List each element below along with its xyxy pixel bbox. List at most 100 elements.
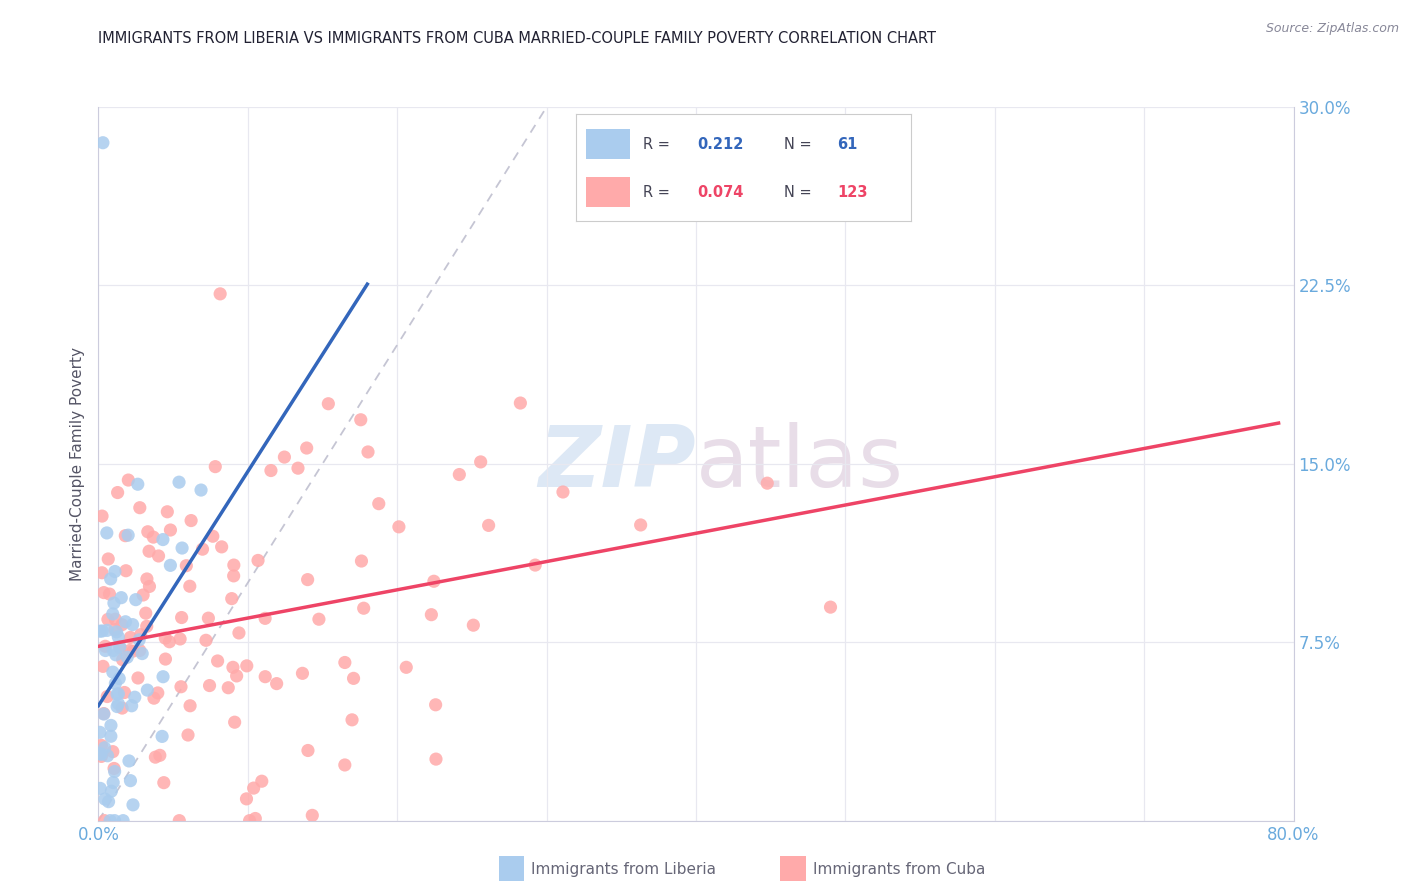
Point bbox=[104, 676, 127, 690]
Point bbox=[96, 624, 118, 638]
Point bbox=[297, 573, 319, 587]
Point bbox=[101, 775, 124, 789]
Point bbox=[388, 520, 411, 534]
Point bbox=[114, 685, 136, 699]
Point bbox=[217, 681, 239, 695]
Point bbox=[121, 698, 143, 713]
Point bbox=[94, 640, 117, 654]
Point bbox=[93, 585, 115, 599]
Point bbox=[94, 643, 117, 657]
Point bbox=[478, 518, 501, 533]
Point bbox=[105, 687, 128, 701]
Point bbox=[551, 485, 574, 500]
Point bbox=[254, 670, 277, 684]
Point bbox=[297, 743, 319, 757]
Point bbox=[172, 541, 194, 555]
Point bbox=[90, 749, 112, 764]
Point bbox=[97, 552, 120, 566]
Point bbox=[222, 569, 245, 583]
Point bbox=[136, 683, 159, 698]
Point bbox=[342, 671, 364, 685]
Point bbox=[273, 450, 295, 464]
Point bbox=[236, 658, 259, 673]
Point bbox=[169, 632, 191, 646]
Point bbox=[103, 596, 125, 610]
Point bbox=[104, 623, 127, 637]
Point bbox=[105, 624, 128, 639]
Text: atlas: atlas bbox=[696, 422, 904, 506]
Point bbox=[121, 617, 143, 632]
Point bbox=[122, 644, 145, 658]
Point bbox=[90, 739, 112, 753]
Point bbox=[122, 797, 145, 812]
Point bbox=[209, 286, 232, 301]
Point bbox=[254, 611, 277, 625]
Point bbox=[129, 627, 152, 641]
Point bbox=[222, 558, 245, 572]
Point bbox=[89, 781, 111, 796]
Point bbox=[287, 461, 309, 475]
Point bbox=[247, 553, 270, 567]
Point bbox=[291, 666, 314, 681]
Point bbox=[96, 525, 118, 540]
Point bbox=[145, 750, 167, 764]
Point bbox=[107, 697, 129, 711]
Point bbox=[104, 648, 127, 662]
Point bbox=[108, 640, 131, 654]
Point bbox=[101, 665, 124, 680]
Point bbox=[89, 725, 111, 739]
Point bbox=[170, 680, 193, 694]
Point bbox=[104, 764, 127, 779]
Y-axis label: Married-Couple Family Poverty: Married-Couple Family Poverty bbox=[70, 347, 86, 581]
Text: Immigrants from Cuba: Immigrants from Cuba bbox=[813, 863, 986, 877]
Point bbox=[235, 792, 257, 806]
Point bbox=[153, 775, 176, 789]
Point bbox=[90, 747, 112, 762]
Point bbox=[100, 572, 122, 586]
Point bbox=[211, 540, 233, 554]
Point bbox=[135, 572, 157, 586]
Point bbox=[107, 687, 129, 701]
Point bbox=[128, 500, 150, 515]
Point bbox=[152, 533, 174, 547]
Point bbox=[110, 591, 132, 605]
Point bbox=[111, 701, 134, 715]
Point bbox=[225, 669, 247, 683]
Point bbox=[228, 626, 250, 640]
Point bbox=[425, 752, 447, 766]
Point bbox=[135, 606, 157, 620]
Point bbox=[340, 713, 363, 727]
Point bbox=[115, 564, 138, 578]
Point bbox=[207, 654, 229, 668]
Point bbox=[117, 473, 139, 487]
Point bbox=[470, 455, 492, 469]
Point bbox=[91, 136, 114, 150]
Point bbox=[94, 792, 117, 806]
Point bbox=[177, 728, 200, 742]
Point bbox=[159, 523, 181, 537]
Point bbox=[98, 814, 121, 828]
Point bbox=[357, 445, 380, 459]
Point bbox=[135, 619, 157, 633]
Point bbox=[224, 715, 246, 730]
Point bbox=[350, 413, 373, 427]
Point bbox=[93, 706, 115, 721]
Point bbox=[197, 611, 219, 625]
Point bbox=[179, 579, 201, 593]
Point bbox=[136, 524, 159, 539]
Point bbox=[138, 544, 160, 558]
Text: Source: ZipAtlas.com: Source: ZipAtlas.com bbox=[1265, 22, 1399, 36]
Point bbox=[353, 601, 375, 615]
Text: Immigrants from Liberia: Immigrants from Liberia bbox=[531, 863, 717, 877]
Point bbox=[820, 600, 842, 615]
Point bbox=[152, 670, 174, 684]
Point bbox=[169, 814, 191, 828]
Point bbox=[222, 660, 245, 674]
Point bbox=[97, 748, 120, 763]
Point bbox=[155, 631, 177, 645]
Point bbox=[449, 467, 471, 482]
Point bbox=[630, 518, 652, 533]
Point bbox=[100, 729, 122, 743]
Point bbox=[104, 612, 127, 626]
Point bbox=[350, 554, 373, 568]
